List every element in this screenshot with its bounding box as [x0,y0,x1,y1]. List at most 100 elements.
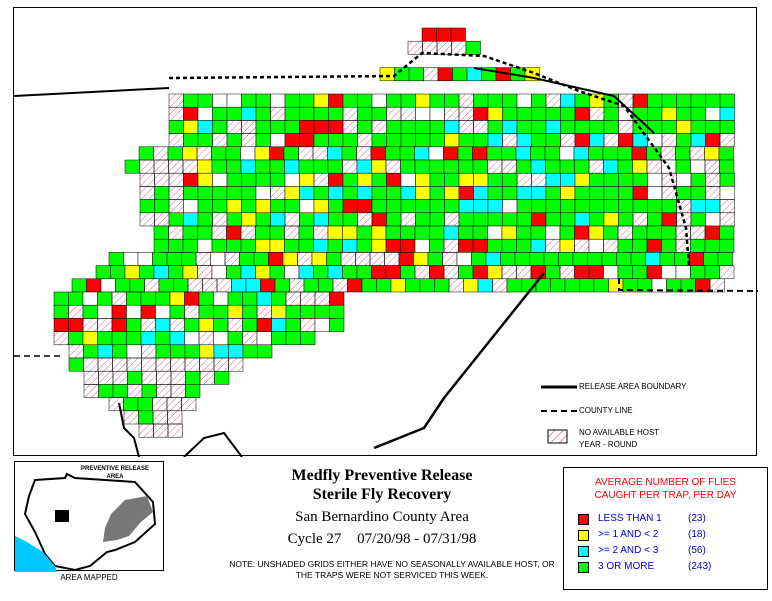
grid-cell [560,133,576,148]
grid-cell [719,212,735,227]
grid-cell [560,120,576,134]
grid-cell [153,159,169,174]
grid-cell [429,225,445,240]
grid-cell [579,278,595,293]
grid-cell [342,133,358,148]
grid-cell [705,120,721,134]
grid-cell [284,93,300,108]
grid-cell [95,265,111,280]
grid-cell [589,199,605,214]
inset-coast [15,536,57,572]
grid-cell [719,133,735,148]
grid-cell [199,357,215,372]
grid-cell [342,225,358,240]
grid-cell [719,93,735,108]
grid-cell [357,120,373,134]
map-frame: RELEASE AREA BOUNDARY COUNTY LINE NO AVA… [13,7,758,457]
grid-cell [574,120,590,134]
legend-label: >= 1 AND < 2 [598,529,659,540]
grid-cell [298,265,314,280]
grid-cell [226,265,242,280]
grid-cell [68,344,84,359]
grid-cell [603,238,619,253]
grid-cell [167,423,183,438]
grid-cell [182,265,198,280]
grid-cell [458,199,474,214]
grid-cell [386,93,402,108]
grid-cell [501,159,517,174]
grid-cell [502,120,518,134]
grid-cell [284,199,300,214]
grid-cell [674,252,690,266]
grid-cell [347,278,363,293]
grid-cell [398,252,414,266]
grid-cell [199,370,215,385]
grid-cell [385,159,401,174]
grid-cell [129,278,145,293]
grid-cell [531,133,547,148]
grid-cell [327,225,343,240]
grid-cell [492,278,508,293]
legend-swatch-yellow [578,530,589,541]
grid-cell [285,331,301,346]
grid-cell [632,159,648,174]
legend-swatch-cyan [578,546,589,557]
grid-cell [241,212,257,227]
grid-cell [632,238,648,253]
grid-cell [545,265,561,280]
grid-cell [705,212,721,227]
inset-title-1: PREVENTIVE RELEASE [80,466,149,472]
grid-cell [212,199,228,214]
grid-cell [139,265,155,280]
grid-cell [357,199,373,214]
grid-cell [356,225,372,240]
grid-cell [183,106,199,121]
grid-cell [197,186,213,200]
grid-cell [141,357,157,372]
grid-cell [112,357,128,372]
grid-cell [285,318,301,332]
grid-cell [675,146,691,161]
grid-cell [240,225,256,240]
grid-cell [184,331,200,346]
grid-cell [394,67,410,82]
grid-cell [270,133,286,148]
grid-cell [371,238,387,253]
grid-cell [313,225,329,240]
grid-cell [212,133,228,148]
grid-cell [471,252,487,266]
grid-cell [413,252,429,266]
grid-cell [140,331,156,346]
grid-cell [329,291,345,306]
grid-cell [458,186,474,200]
grid-cell [443,265,459,280]
grid-cell [314,291,330,306]
grid-cell [530,238,546,253]
grid-cell [100,278,116,293]
grid-cell [645,252,661,266]
grid-cell [311,252,327,266]
grid-cell [197,159,213,174]
grid-cell [371,186,387,200]
grid-cell [173,278,189,293]
grid-cell [423,67,439,82]
grid-cell [473,186,489,200]
grid-cell [211,238,227,253]
grid-cell [313,120,329,134]
grid-cell [690,212,706,227]
grid-cell [241,133,257,148]
grid-cell [83,357,99,372]
grid-cell [399,146,415,161]
grid-cell [617,146,633,161]
grid-cell [661,172,677,187]
grid-cell [329,318,345,332]
grid-cell [112,370,128,385]
grid-cell [168,159,184,174]
grid-cell [313,186,329,200]
grid-cell [371,172,387,187]
grid-cell [632,212,648,227]
grid-cell [472,265,488,280]
grid-cell [545,106,561,121]
grid-cell [559,146,575,161]
grid-cell [168,186,184,200]
